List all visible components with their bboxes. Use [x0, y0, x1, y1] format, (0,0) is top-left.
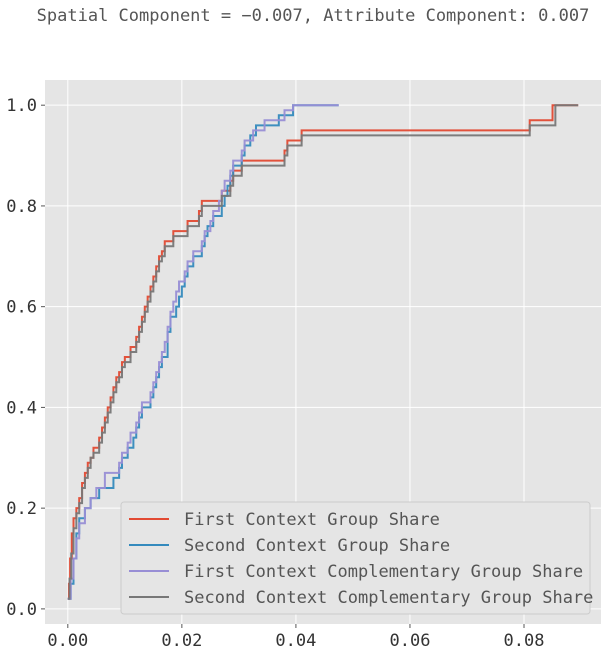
x-tick-label: 0.04	[275, 631, 316, 651]
x-tick-label: 0.02	[161, 631, 202, 651]
y-tick-label: 0.0	[6, 600, 37, 620]
x-tick-label: 0.08	[504, 631, 545, 651]
legend: First Context Group Share Second Context …	[120, 501, 593, 615]
series-layer	[67, 104, 579, 600]
y-axis: 0.0 0.2 0.4 0.6 0.8 1.0	[6, 96, 45, 620]
legend-label-4: Second Context Complementary Group Share	[184, 588, 593, 608]
y-tick-label: 1.0	[6, 96, 37, 116]
legend-label-1: First Context Group Share	[184, 510, 440, 530]
legend-label-3: First Context Complementary Group Share	[184, 562, 583, 582]
y-tick-label: 0.2	[6, 499, 37, 519]
series-line-4	[67, 104, 579, 600]
chart-title: Spatial Component = −0.007, Attribute Co…	[37, 6, 590, 26]
legend-label-2: Second Context Group Share	[184, 536, 450, 556]
legend-box	[120, 501, 591, 615]
x-axis: 0.00 0.02 0.04 0.06 0.08	[47, 624, 544, 651]
y-tick-label: 0.6	[6, 298, 37, 318]
x-tick-label: 0.06	[389, 631, 430, 651]
series-line-3	[67, 104, 339, 600]
y-tick-label: 0.4	[6, 398, 37, 418]
x-tick-label: 0.00	[47, 631, 88, 651]
y-tick-label: 0.8	[6, 197, 37, 217]
